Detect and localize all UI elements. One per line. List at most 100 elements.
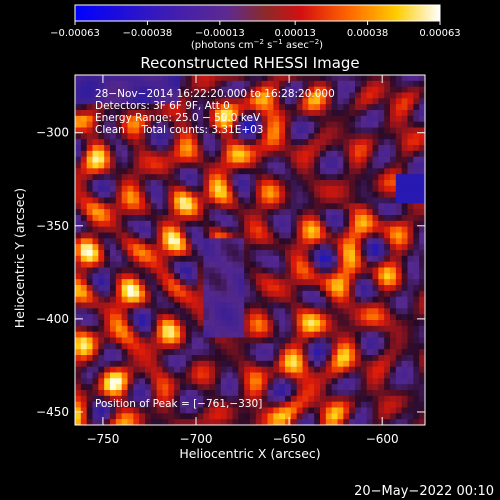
heatmap-cell xyxy=(296,384,303,391)
heatmap-cell xyxy=(355,401,362,408)
heatmap-cell xyxy=(162,226,169,233)
heatmap-cell xyxy=(156,378,163,385)
heatmap-cell xyxy=(395,366,403,373)
heatmap-cell xyxy=(226,145,233,152)
heatmap-cell xyxy=(302,244,309,251)
heatmap-cell xyxy=(104,378,111,385)
heatmap-cell xyxy=(180,203,187,210)
heatmap-cell xyxy=(226,372,233,379)
heatmap-cell xyxy=(226,104,233,111)
heatmap-cell xyxy=(419,220,425,228)
heatmap-cell xyxy=(139,215,146,222)
heatmap-cell xyxy=(215,419,222,425)
heatmap-cell xyxy=(80,419,88,425)
heatmap-cell xyxy=(250,110,257,117)
heatmap-cell xyxy=(220,110,228,117)
heatmap-cell xyxy=(325,220,333,228)
heatmap-cell xyxy=(180,139,187,146)
heatmap-cell xyxy=(255,80,263,88)
heatmap-cell xyxy=(121,343,128,350)
heatmap-cell xyxy=(407,215,414,222)
heatmap-cell xyxy=(372,366,379,373)
heatmap-cell xyxy=(302,261,309,268)
heatmap-cell xyxy=(325,185,333,193)
heatmap-cell xyxy=(378,133,385,140)
heatmap-cell xyxy=(226,314,233,321)
heatmap-cell xyxy=(232,384,239,391)
heatmap-cell xyxy=(302,191,309,198)
heatmap-cell xyxy=(413,197,420,204)
heatmap-cell xyxy=(279,121,286,128)
heatmap-cell xyxy=(156,244,163,251)
heatmap-cell xyxy=(384,110,391,117)
heatmap-cell xyxy=(372,162,379,169)
heatmap-cell xyxy=(349,121,356,128)
heatmap-cell xyxy=(378,325,385,333)
heatmap-cell xyxy=(314,86,321,93)
heatmap-cell xyxy=(127,98,134,105)
heatmap-cell xyxy=(238,384,245,391)
heatmap-cell xyxy=(325,401,333,408)
heatmap-cell xyxy=(244,232,251,239)
heatmap-cell xyxy=(337,349,344,356)
heatmap-cell xyxy=(191,145,198,152)
heatmap-cell xyxy=(80,238,88,245)
heatmap-cell xyxy=(104,290,111,298)
heatmap-cell xyxy=(285,127,292,134)
heatmap-cell xyxy=(156,238,163,245)
heatmap-cell xyxy=(290,180,298,187)
heatmap-cell xyxy=(279,279,286,286)
heatmap-cell xyxy=(290,145,298,152)
heatmap-cell xyxy=(139,75,146,82)
heatmap-cell xyxy=(115,215,123,222)
heatmap-cell xyxy=(238,267,245,274)
heatmap-cell xyxy=(378,110,385,117)
heatmap-cell xyxy=(104,121,111,128)
heatmap-cell xyxy=(296,215,303,222)
heatmap-cell xyxy=(180,384,187,391)
heatmap-cell xyxy=(378,80,385,88)
heatmap-cell xyxy=(419,238,425,245)
heatmap-cell xyxy=(378,215,385,222)
heatmap-cell xyxy=(366,150,373,158)
heatmap-cell xyxy=(220,244,228,251)
heatmap-cell xyxy=(203,360,210,368)
heatmap-cell xyxy=(331,355,338,362)
heatmap-cell xyxy=(110,220,117,228)
heatmap-cell xyxy=(150,203,158,210)
heatmap-cell xyxy=(98,232,105,239)
heatmap-cell xyxy=(232,115,239,123)
heatmap-cell xyxy=(209,384,216,391)
heatmap-cell xyxy=(419,419,425,425)
heatmap-cell xyxy=(168,203,175,210)
heatmap-cell xyxy=(279,80,286,88)
heatmap-cell xyxy=(174,80,181,88)
heatmap-cell xyxy=(92,395,99,403)
heatmap-cell xyxy=(127,133,134,140)
heatmap-cell xyxy=(174,378,181,385)
heatmap-cell xyxy=(139,378,146,385)
heatmap-cell xyxy=(209,419,216,425)
heatmap-cell xyxy=(413,390,420,397)
heatmap-cell xyxy=(110,115,117,123)
heatmap-cell xyxy=(133,220,140,228)
heatmap-cell xyxy=(110,407,117,414)
heatmap-cell xyxy=(384,401,391,408)
heatmap-cell xyxy=(115,267,123,274)
heatmap-cell xyxy=(220,407,228,414)
heatmap-cell xyxy=(285,267,292,274)
heatmap-cell xyxy=(244,244,251,251)
heatmap-cell xyxy=(121,419,128,425)
heatmap-cell xyxy=(127,279,134,286)
heatmap-cell xyxy=(121,267,128,274)
heatmap-cell xyxy=(226,75,233,82)
heatmap-cell xyxy=(273,226,280,233)
heatmap-cell xyxy=(261,232,268,239)
heatmap-cell xyxy=(308,290,315,298)
heatmap-cell xyxy=(279,75,286,82)
heatmap-cell xyxy=(302,285,309,292)
heatmap-cell xyxy=(314,75,321,82)
y-tick-label: −350 xyxy=(36,219,69,233)
heatmap-cell xyxy=(139,296,146,303)
heatmap-cell xyxy=(162,162,169,169)
